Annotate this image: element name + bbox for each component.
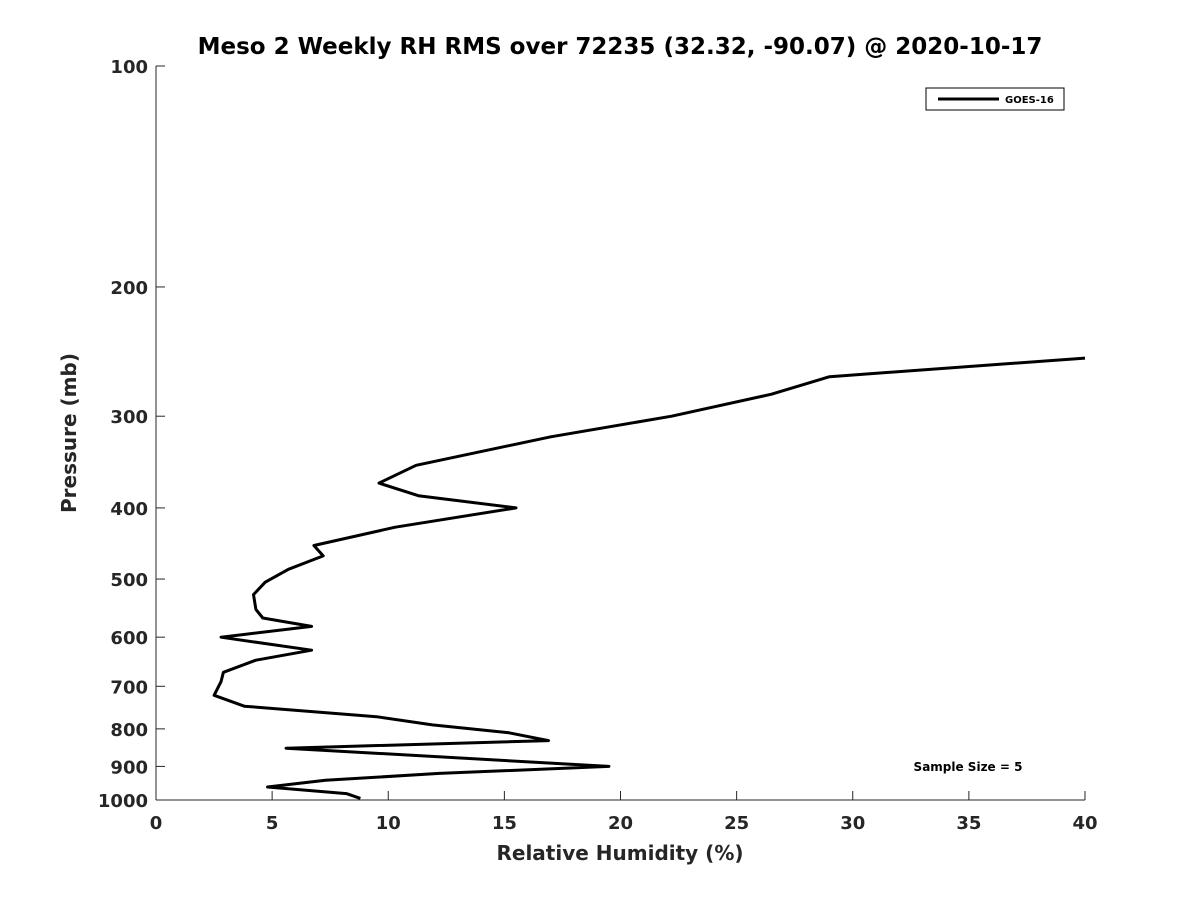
sample-size-annotation: Sample Size = 5	[914, 760, 1023, 774]
x-tick-label: 40	[1072, 813, 1097, 834]
y-tick-label: 100	[110, 57, 148, 78]
x-tick-label: 35	[956, 813, 981, 834]
legend-label-goes16: GOES-16	[1005, 95, 1054, 106]
y-axis-ticks: 100 200 300 400 500 600 700 800 900 1000	[98, 57, 165, 812]
x-tick-label: 5	[266, 813, 279, 834]
y-tick-label: 300	[110, 407, 148, 428]
x-axis-label: Relative Humidity (%)	[496, 841, 743, 865]
x-tick-label: 0	[150, 813, 163, 834]
legend: GOES-16	[925, 87, 1065, 111]
y-tick-label: 900	[110, 757, 148, 778]
y-tick-label: 200	[110, 278, 148, 299]
y-tick-label: 1000	[98, 791, 148, 812]
x-tick-label: 20	[608, 813, 633, 834]
y-tick-label: 800	[110, 720, 148, 741]
plot-area	[212, 356, 1086, 800]
y-tick-label: 600	[110, 628, 148, 649]
x-axis-ticks: 0 5 10 15 20 25 30 35 40	[150, 791, 1098, 834]
x-tick-label: 30	[840, 813, 865, 834]
y-tick-label: 700	[110, 677, 148, 698]
x-tick-label: 15	[492, 813, 517, 834]
series-line-goes16	[212, 356, 1086, 800]
y-tick-label: 400	[110, 499, 148, 520]
x-tick-label: 25	[724, 813, 749, 834]
chart-title: Meso 2 Weekly RH RMS over 72235 (32.32, …	[198, 34, 1043, 60]
x-tick-label: 10	[376, 813, 401, 834]
y-axis-label: Pressure (mb)	[57, 353, 81, 513]
y-tick-label: 500	[110, 570, 148, 591]
